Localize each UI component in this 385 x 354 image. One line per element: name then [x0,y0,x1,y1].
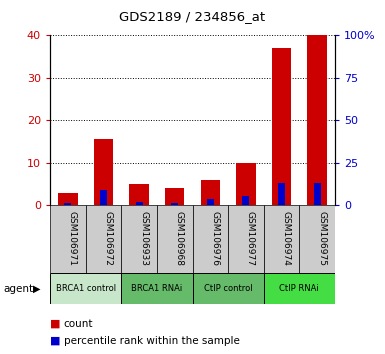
Bar [121,273,192,304]
Bar [300,205,335,273]
Text: BRCA1 control: BRCA1 control [55,284,116,293]
Text: GSM106972: GSM106972 [104,211,112,266]
Text: GSM106974: GSM106974 [281,211,291,266]
Bar [100,190,107,205]
Text: GSM106971: GSM106971 [68,211,77,266]
Text: GDS2189 / 234856_at: GDS2189 / 234856_at [119,10,266,23]
Bar [192,205,228,273]
Bar [121,205,157,273]
Text: GSM106975: GSM106975 [317,211,326,266]
Bar [272,48,291,205]
Text: GSM106976: GSM106976 [210,211,219,266]
Text: agent: agent [4,284,34,293]
Bar [58,193,78,205]
Bar [278,183,285,205]
Bar [207,199,214,205]
Text: BRCA1 RNAi: BRCA1 RNAi [131,284,182,293]
Bar [129,184,149,205]
Bar [314,183,321,205]
Bar [136,202,142,205]
Bar [264,273,335,304]
Bar [243,196,249,205]
Text: count: count [64,319,93,329]
Bar [201,180,220,205]
Bar [236,163,256,205]
Bar [50,273,121,304]
Text: CtIP control: CtIP control [204,284,253,293]
Bar [264,205,300,273]
Text: ■: ■ [50,336,60,346]
Text: percentile rank within the sample: percentile rank within the sample [64,336,239,346]
Text: ▶: ▶ [33,284,40,293]
Text: ■: ■ [50,319,60,329]
Bar [64,203,71,205]
Text: GSM106933: GSM106933 [139,211,148,266]
Bar [85,205,121,273]
Text: CtIP RNAi: CtIP RNAi [280,284,319,293]
Bar [157,205,192,273]
Text: GSM106977: GSM106977 [246,211,255,266]
Bar [171,203,178,205]
Bar [192,273,264,304]
Bar [165,188,184,205]
Bar [228,205,264,273]
Bar [307,35,327,205]
Text: GSM106968: GSM106968 [175,211,184,266]
Bar [50,205,85,273]
Bar [94,139,113,205]
